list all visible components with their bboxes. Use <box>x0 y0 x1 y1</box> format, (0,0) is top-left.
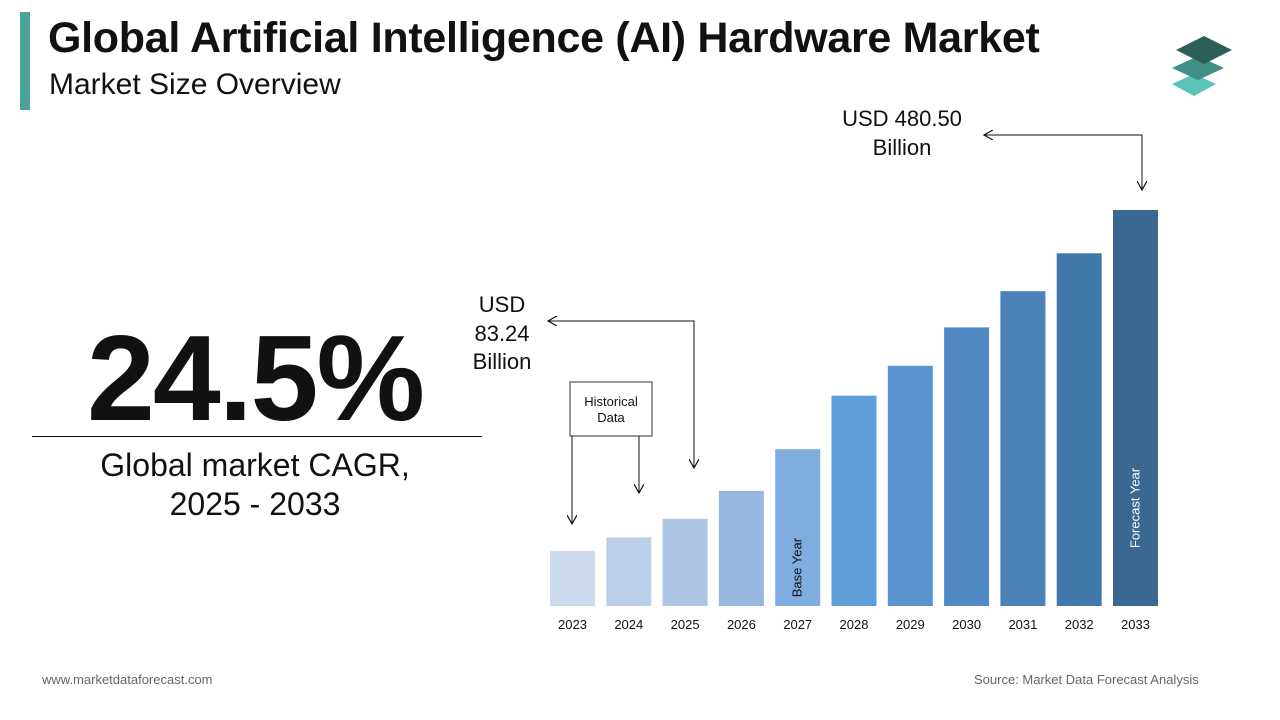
historical-data-line1: Historical <box>584 394 638 409</box>
end-value-line2: Billion <box>873 135 932 160</box>
cagr-label-line2: 2025 - 2033 <box>169 486 341 522</box>
end-value-line1: USD 480.50 <box>842 106 962 131</box>
bar-label-2033: Forecast Year <box>1128 467 1143 548</box>
bar-2025 <box>662 518 708 606</box>
footer-website: www.marketdataforecast.com <box>42 672 213 687</box>
bar-2028 <box>831 395 877 606</box>
cagr-label: Global market CAGR, 2025 - 2033 <box>30 446 480 524</box>
accent-bar <box>20 12 30 110</box>
start-value-line2: 83.24 <box>474 321 529 346</box>
tick-label-2032: 2032 <box>1065 617 1094 632</box>
footer-source: Source: Market Data Forecast Analysis <box>974 672 1199 687</box>
page-subtitle: Market Size Overview <box>49 68 341 101</box>
tick-label-2031: 2031 <box>1008 617 1037 632</box>
tick-label-2023: 2023 <box>558 617 587 632</box>
bar-2033 <box>1113 210 1158 606</box>
page-title: Global Artificial Intelligence (AI) Hard… <box>48 14 1040 62</box>
bar-2023 <box>550 550 595 606</box>
bar-2024 <box>606 537 652 606</box>
bar-2031 <box>1000 291 1046 606</box>
tick-label-2025: 2025 <box>671 617 700 632</box>
tick-label-2029: 2029 <box>896 617 925 632</box>
end-value-arrow <box>984 135 1142 190</box>
x-axis-ticks: 2023 2024 2025 2026 2027 2028 2029 2030 2031 2032… <box>558 617 1150 632</box>
bar-2027 <box>775 449 821 606</box>
bar-2032 <box>1056 253 1102 607</box>
cagr-label-line1: Global market CAGR, <box>100 447 410 483</box>
tick-label-2027: 2027 <box>783 617 812 632</box>
tick-label-2030: 2030 <box>952 617 981 632</box>
bar-label-2027: Base Year <box>790 537 805 597</box>
cagr-divider <box>32 436 482 437</box>
tick-label-2024: 2024 <box>614 617 643 632</box>
bar-2029 <box>887 365 933 606</box>
tick-label-2028: 2028 <box>840 617 869 632</box>
historical-data-box <box>569 381 653 437</box>
start-value-line1: USD <box>479 292 525 317</box>
cagr-value: 24.5% <box>87 310 425 446</box>
start-value-arrow <box>548 321 694 468</box>
bar-2026 <box>718 490 764 606</box>
tick-label-2033: 2033 <box>1121 617 1150 632</box>
start-value-line3: Billion <box>473 349 532 374</box>
tick-label-2026: 2026 <box>727 617 756 632</box>
historical-data-line2: Data <box>597 410 625 425</box>
bar-2030 <box>944 327 990 606</box>
bars-layer: Base Year Forecast Year <box>550 210 1158 607</box>
logo-icon <box>1172 36 1232 96</box>
